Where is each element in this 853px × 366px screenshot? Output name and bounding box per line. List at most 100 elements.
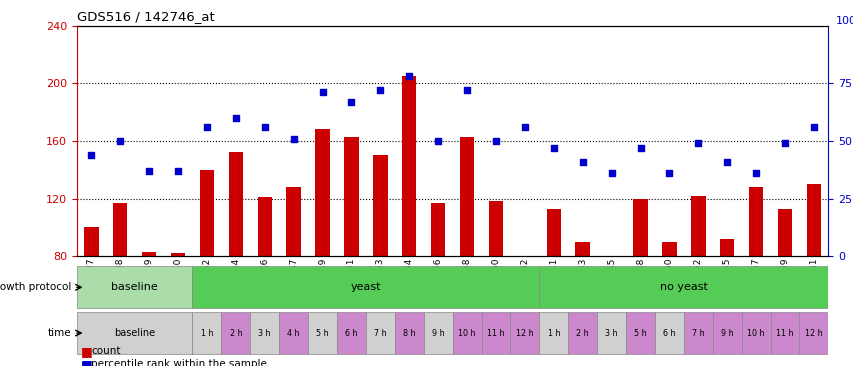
Point [84, 152, 98, 158]
Bar [192, 266, 539, 309]
Bar [200, 170, 214, 256]
Bar [315, 129, 329, 256]
Text: 7 h: 7 h [691, 329, 704, 337]
Text: 5 h: 5 h [316, 329, 328, 337]
Text: 6 h: 6 h [345, 329, 357, 337]
Bar [423, 312, 452, 354]
Bar [250, 312, 279, 354]
Bar [488, 201, 502, 256]
Text: 6 h: 6 h [663, 329, 675, 337]
Bar [567, 312, 596, 354]
Bar [77, 312, 192, 354]
Text: 4 h: 4 h [287, 329, 299, 337]
Bar [740, 312, 769, 354]
Bar [777, 209, 792, 256]
Point [287, 136, 300, 142]
Point [546, 145, 560, 151]
Bar [365, 312, 394, 354]
Point [113, 138, 127, 144]
Bar [539, 312, 567, 354]
Point [316, 90, 329, 96]
Text: ■: ■ [81, 358, 93, 366]
Bar [142, 252, 156, 256]
Text: baseline: baseline [111, 282, 158, 292]
Bar [625, 312, 654, 354]
Bar [113, 203, 127, 256]
Text: 7 h: 7 h [374, 329, 386, 337]
Point [229, 115, 242, 121]
Point [518, 124, 531, 130]
Bar [798, 312, 827, 354]
Point [777, 140, 791, 146]
Point [142, 168, 156, 174]
Text: time: time [48, 328, 71, 338]
Point [691, 140, 705, 146]
Bar [690, 196, 705, 256]
Text: 5 h: 5 h [634, 329, 646, 337]
Text: 10 h: 10 h [746, 329, 764, 337]
Bar [769, 312, 798, 354]
Text: percentile rank within the sample: percentile rank within the sample [91, 359, 267, 366]
Bar [279, 312, 308, 354]
Bar [459, 137, 473, 256]
Text: growth protocol: growth protocol [0, 282, 71, 292]
Text: 10 h: 10 h [458, 329, 475, 337]
Text: ■: ■ [81, 345, 93, 358]
Bar [539, 266, 827, 309]
Text: 2 h: 2 h [229, 329, 242, 337]
Text: GDS516 / 142746_at: GDS516 / 142746_at [77, 10, 214, 23]
Bar [229, 152, 243, 256]
Text: count: count [91, 346, 121, 356]
Text: 2 h: 2 h [576, 329, 589, 337]
Bar [373, 155, 387, 256]
Text: 8 h: 8 h [403, 329, 415, 337]
Bar [431, 203, 445, 256]
Bar [633, 198, 647, 256]
Point [200, 124, 213, 130]
Point [720, 159, 734, 165]
Text: 9 h: 9 h [720, 329, 733, 337]
Bar [575, 242, 589, 256]
Point [575, 159, 589, 165]
Text: 11 h: 11 h [775, 329, 792, 337]
Point [460, 87, 473, 93]
Point [171, 168, 184, 174]
Text: 1 h: 1 h [200, 329, 213, 337]
Bar [77, 266, 192, 309]
Bar [654, 312, 683, 354]
Bar [661, 242, 676, 256]
Text: baseline: baseline [114, 328, 155, 338]
Bar [221, 312, 250, 354]
Point [489, 138, 502, 144]
Bar [452, 312, 481, 354]
Bar [748, 187, 763, 256]
Bar [192, 312, 221, 354]
Bar [258, 197, 271, 256]
Bar [546, 209, 560, 256]
Text: 3 h: 3 h [605, 329, 617, 337]
Text: 9 h: 9 h [432, 329, 444, 337]
Bar [712, 312, 740, 354]
Text: yeast: yeast [351, 282, 380, 292]
Bar [344, 137, 358, 256]
Bar [84, 227, 98, 256]
Text: 12 h: 12 h [515, 329, 533, 337]
Bar [719, 239, 734, 256]
Point [748, 170, 762, 176]
Bar [402, 76, 416, 256]
Text: 3 h: 3 h [258, 329, 270, 337]
Text: no yeast: no yeast [659, 282, 707, 292]
Point [402, 74, 415, 79]
Bar [806, 184, 821, 256]
Point [345, 99, 358, 105]
Text: 12 h: 12 h [804, 329, 821, 337]
Bar [308, 312, 337, 354]
Text: 11 h: 11 h [487, 329, 504, 337]
Bar [596, 312, 625, 354]
Point [373, 87, 386, 93]
Text: 100%: 100% [835, 16, 853, 26]
Point [604, 170, 618, 176]
Point [258, 124, 271, 130]
Point [806, 124, 820, 130]
Bar [171, 253, 185, 256]
